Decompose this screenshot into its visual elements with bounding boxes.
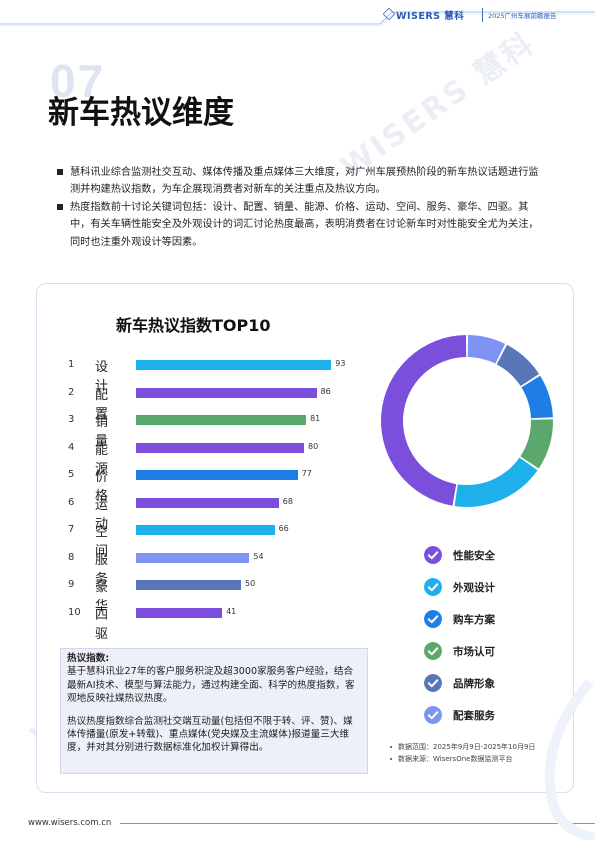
index-note-box: 热议指数: 基于慧科讯业27年的客户服务积淀及超3000家服务客户经验，结合最新… (60, 648, 368, 774)
check-circle-icon (424, 546, 442, 564)
bar (136, 442, 304, 453)
rank-label: 1 (68, 359, 75, 370)
bullet-text: 热度指数前十讨论关键词包括：设计、配置、销量、能源、价格、运动、空间、服务、豪华… (70, 201, 539, 248)
rank-label: 3 (68, 414, 75, 425)
rank-label: 9 (68, 579, 75, 590)
rank-label: 7 (68, 524, 75, 535)
donut-slice (520, 419, 553, 469)
legend-label: 性能安全 (453, 550, 495, 562)
donut-slice (381, 335, 467, 506)
category-label: 设计 (95, 360, 109, 394)
category-label: 配置 (95, 387, 109, 422)
rank-label: 2 (68, 386, 75, 398)
value-label: 93 (335, 359, 346, 368)
value-label: 86 (320, 386, 331, 396)
watermark: WISERS 慧科 (334, 25, 542, 186)
data-range-note: 数据范围：2025年9月9日-2025年10月9日 (390, 742, 535, 752)
legend-label: 市场认可 (453, 646, 495, 658)
category-label: 能源 (95, 442, 109, 477)
rank-label: 10 (68, 606, 81, 618)
header-report-tag: 2025广州车展前瞻报告 (488, 12, 557, 20)
value-label: 81 (310, 414, 321, 423)
donut-chart (381, 335, 553, 507)
legend-label: 品牌形象 (453, 678, 495, 690)
value-label: 54 (253, 551, 264, 561)
legend-label: 购车方案 (453, 614, 495, 626)
check-circle-icon (424, 706, 442, 724)
check-circle-icon (424, 674, 442, 692)
donut-slice (521, 375, 553, 419)
chart-title: 新车热议指数TOP10 (116, 316, 271, 335)
section-number: 07 (50, 55, 106, 107)
category-label: 服务 (95, 552, 109, 587)
value-label: 66 (278, 524, 289, 533)
bullet-item: 热度指数前十讨论关键词包括：设计、配置、销量、能源、价格、运动、空间、服务、豪华… (57, 199, 545, 251)
donut-slice (496, 344, 540, 387)
bar (136, 470, 298, 480)
page-title: 新车热议维度 (48, 95, 234, 131)
value-label: 50 (245, 579, 256, 588)
bullet-square-icon (57, 169, 63, 175)
donut-slice (454, 457, 538, 507)
bar (136, 607, 223, 618)
category-label: 运动 (95, 497, 109, 532)
rank-label: 4 (68, 441, 75, 453)
legend-label: 外观设计 (453, 582, 495, 594)
category-label: 豪华 (95, 580, 109, 614)
bullet-text: 慧科讯业综合监测社交互动、媒体传播及重点媒体三大维度，对广州车展预热阶段的新车热… (70, 167, 539, 196)
value-label: 41 (226, 606, 237, 616)
check-circle-icon (424, 578, 442, 596)
category-label: 四驱 (95, 607, 109, 642)
source-text: 数据范围：2025年9月9日-2025年10月9日 (398, 743, 536, 751)
header-brand: WISERS 慧科 (396, 11, 465, 22)
intro-bullets: 慧科讯业综合监测社交互动、媒体传播及重点媒体三大维度，对广州车展预热阶段的新车热… (57, 164, 545, 251)
check-circle-icon (424, 610, 442, 628)
bar (136, 580, 241, 590)
bar (136, 525, 275, 535)
category-label: 空间 (95, 525, 109, 559)
legend-label: 配套服务 (453, 710, 495, 722)
check-circle-icon (424, 642, 442, 660)
header-separator (482, 8, 483, 22)
data-source-note: 数据来源：WisersOne数据监测平台 (390, 754, 512, 764)
bar (136, 497, 279, 508)
bar (136, 387, 317, 398)
bullet-item: 慧科讯业综合监测社交互动、媒体传播及重点媒体三大维度，对广州车展预热阶段的新车热… (57, 164, 545, 199)
header-decoration (0, 11, 595, 27)
footer-url[interactable]: www.wisers.com.cn (28, 818, 112, 828)
rank-label: 5 (68, 469, 75, 480)
rank-label: 8 (68, 551, 75, 563)
source-text: 数据来源：WisersOne数据监测平台 (398, 755, 513, 763)
bar (136, 360, 332, 370)
category-label: 价格 (95, 470, 109, 504)
value-label: 77 (301, 469, 312, 478)
category-label: 销量 (95, 415, 109, 449)
footer-divider (120, 823, 595, 824)
bar (136, 552, 250, 563)
note-paragraph: 基于慧科讯业27年的客户服务积淀及超3000家服务客户经验，结合最新AI技术、模… (67, 666, 355, 705)
rank-label: 6 (68, 496, 75, 508)
bar (136, 415, 307, 425)
donut-slice (467, 335, 506, 364)
bullet-square-icon (57, 203, 63, 210)
value-label: 68 (282, 496, 293, 506)
footer-swoosh (544, 680, 595, 840)
note-paragraph: 热议热度指数综合监测社交端互动量(包括但不限于转、评、赞)、媒体传播量(原发+转… (67, 715, 353, 754)
note-heading: 热议指数: (67, 653, 110, 664)
value-label: 80 (308, 441, 319, 451)
